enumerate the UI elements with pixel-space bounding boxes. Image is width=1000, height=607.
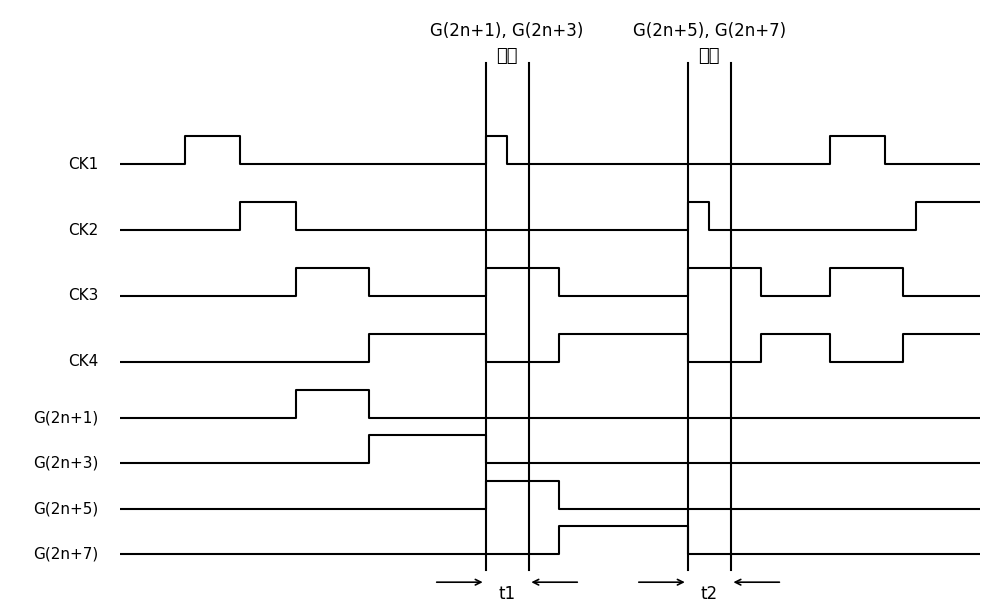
Text: G(2n+7): G(2n+7) bbox=[33, 547, 98, 562]
Text: CK4: CK4 bbox=[68, 354, 98, 369]
Text: 下拉: 下拉 bbox=[496, 47, 518, 66]
Text: G(2n+3): G(2n+3) bbox=[33, 456, 98, 470]
Text: CK2: CK2 bbox=[68, 223, 98, 237]
Text: t2: t2 bbox=[701, 585, 718, 603]
Text: CK3: CK3 bbox=[68, 288, 98, 304]
Text: G(2n+5): G(2n+5) bbox=[33, 501, 98, 516]
Text: t1: t1 bbox=[498, 585, 516, 603]
Text: G(2n+1), G(2n+3): G(2n+1), G(2n+3) bbox=[430, 22, 584, 40]
Text: G(2n+5), G(2n+7): G(2n+5), G(2n+7) bbox=[633, 22, 786, 40]
Text: 下拉: 下拉 bbox=[698, 47, 720, 66]
Text: G(2n+1): G(2n+1) bbox=[33, 410, 98, 425]
Text: CK1: CK1 bbox=[68, 157, 98, 172]
